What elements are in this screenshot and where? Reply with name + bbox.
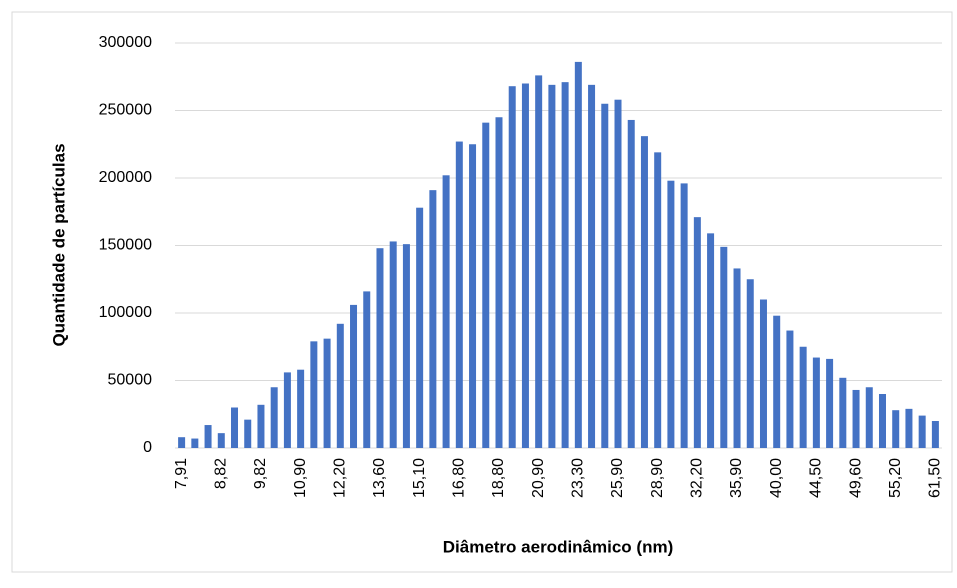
x-tick-label: 18,80 bbox=[490, 458, 507, 498]
bar bbox=[548, 84, 556, 448]
bar bbox=[178, 437, 186, 448]
bar bbox=[495, 117, 503, 448]
bar bbox=[931, 421, 939, 448]
y-tick-label: 200000 bbox=[99, 169, 152, 186]
bar bbox=[283, 372, 291, 448]
bar bbox=[799, 346, 807, 448]
bar bbox=[601, 103, 609, 448]
bar bbox=[640, 136, 648, 448]
bar bbox=[905, 408, 913, 448]
x-tick-label: 25,90 bbox=[609, 458, 626, 498]
bar bbox=[442, 175, 450, 449]
bar bbox=[588, 84, 596, 448]
x-tick-label: 32,20 bbox=[689, 458, 706, 498]
bar bbox=[627, 119, 635, 448]
bar bbox=[561, 82, 569, 449]
bar bbox=[376, 248, 384, 448]
bar bbox=[244, 419, 252, 448]
bar bbox=[852, 389, 860, 448]
bar bbox=[892, 410, 900, 448]
x-tick-label: 10,90 bbox=[292, 458, 309, 498]
x-tick-label: 20,90 bbox=[530, 458, 547, 498]
bar bbox=[826, 358, 834, 448]
x-tick-label: 44,50 bbox=[808, 458, 825, 498]
bar bbox=[416, 207, 424, 448]
bar bbox=[654, 152, 662, 448]
bar bbox=[733, 268, 741, 448]
bar bbox=[878, 394, 886, 448]
bar bbox=[323, 338, 331, 448]
bar bbox=[614, 99, 622, 448]
x-tick-label: 7,91 bbox=[173, 458, 190, 489]
bar bbox=[680, 183, 688, 448]
x-tick-label: 12,20 bbox=[332, 458, 349, 498]
bar bbox=[918, 415, 926, 448]
x-tick-label: 35,90 bbox=[728, 458, 745, 498]
bar bbox=[231, 407, 239, 448]
y-tick-label: 0 bbox=[143, 439, 152, 456]
bar bbox=[773, 315, 781, 448]
bar bbox=[204, 425, 212, 448]
x-tick-label: 40,00 bbox=[768, 458, 785, 498]
bar bbox=[389, 241, 397, 448]
bar bbox=[812, 357, 820, 448]
bar bbox=[310, 341, 318, 448]
chart-frame bbox=[11, 11, 953, 573]
bar bbox=[521, 83, 529, 448]
bar bbox=[469, 144, 477, 448]
bar bbox=[336, 323, 344, 448]
bar bbox=[429, 190, 437, 448]
bar bbox=[217, 433, 225, 448]
x-tick-label: 61,50 bbox=[927, 458, 944, 498]
x-tick-label: 8,82 bbox=[213, 458, 230, 489]
y-tick-label: 100000 bbox=[99, 304, 152, 321]
bar bbox=[508, 86, 516, 448]
bar bbox=[720, 246, 728, 448]
x-axis-label: Diâmetro aerodinâmico (nm) bbox=[443, 537, 674, 556]
bar bbox=[786, 330, 794, 448]
bar bbox=[693, 217, 701, 448]
bar bbox=[759, 299, 767, 448]
bar bbox=[574, 61, 582, 449]
x-tick-label: 15,10 bbox=[411, 458, 428, 498]
bar bbox=[482, 122, 490, 449]
y-tick-label: 300000 bbox=[99, 34, 152, 51]
y-tick-label: 150000 bbox=[99, 237, 152, 254]
bar bbox=[191, 438, 199, 448]
x-tick-label: 16,80 bbox=[451, 458, 468, 498]
bar bbox=[270, 387, 278, 448]
x-tick-label: 49,60 bbox=[847, 458, 864, 498]
y-tick-label: 250000 bbox=[99, 102, 152, 119]
bar bbox=[667, 180, 675, 448]
bar bbox=[402, 244, 410, 448]
x-tick-label: 9,82 bbox=[252, 458, 269, 489]
y-tick-label: 50000 bbox=[108, 372, 153, 389]
bar bbox=[746, 279, 754, 448]
y-axis-label: Quantidade de partículas bbox=[49, 143, 68, 346]
bar bbox=[363, 291, 371, 448]
bar bbox=[297, 369, 305, 448]
x-tick-label: 28,90 bbox=[649, 458, 666, 498]
bar bbox=[707, 233, 715, 448]
bar bbox=[257, 404, 265, 448]
x-tick-label: 23,30 bbox=[570, 458, 587, 498]
bar bbox=[535, 75, 543, 449]
x-tick-label: 13,60 bbox=[371, 458, 388, 498]
bar bbox=[865, 387, 873, 448]
bar bbox=[455, 141, 463, 449]
bar bbox=[839, 377, 847, 448]
bar bbox=[350, 304, 358, 448]
x-tick-label: 55,20 bbox=[887, 458, 904, 498]
